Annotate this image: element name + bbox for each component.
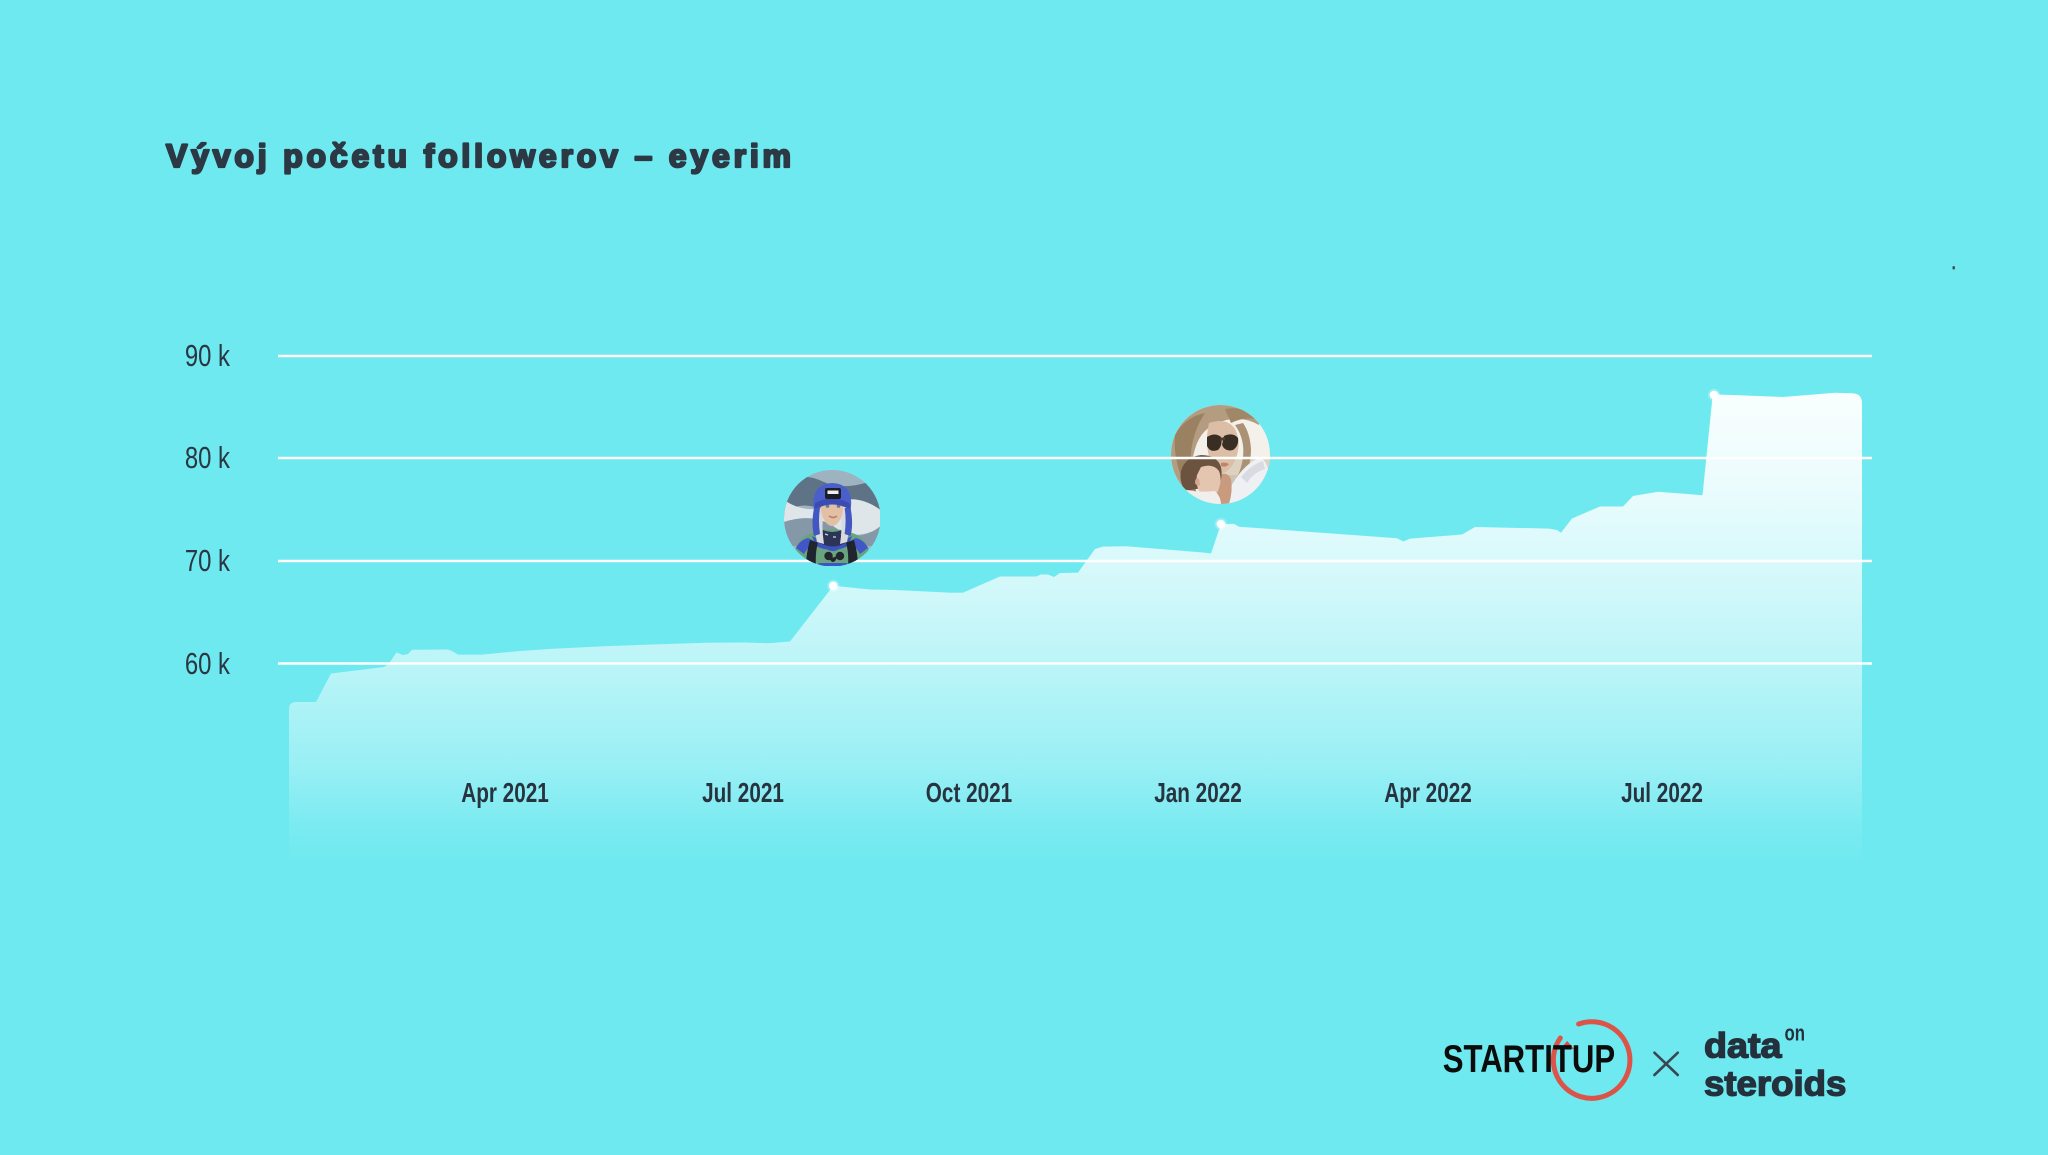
svg-text:data: data (1704, 1027, 1782, 1066)
svg-text:STARTITUP: STARTITUP (1443, 1038, 1616, 1081)
svg-text:on: on (1785, 1021, 1806, 1046)
svg-text:steroids: steroids (1704, 1065, 1846, 1104)
